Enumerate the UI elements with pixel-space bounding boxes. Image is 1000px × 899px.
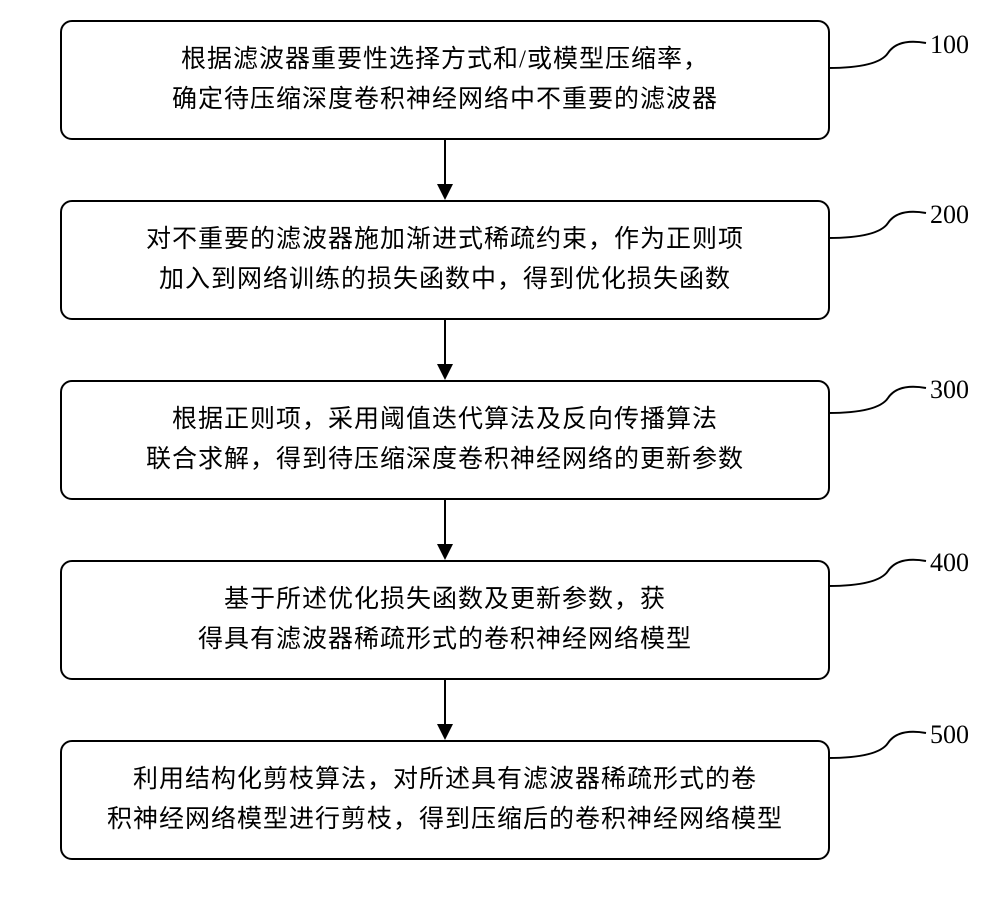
step-line2: 积神经网络模型进行剪枝，得到压缩后的卷积神经网络模型 xyxy=(107,806,783,833)
step-box-500: 利用结构化剪枝算法，对所述具有滤波器稀疏形式的卷 积神经网络模型进行剪枝，得到压… xyxy=(60,740,830,860)
step-label-300: 300 xyxy=(930,375,969,405)
step-line1: 基于所述优化损失函数及更新参数，获 xyxy=(224,586,666,613)
arrow-2 xyxy=(60,320,830,380)
step-line2: 联合求解，得到待压缩深度卷积神经网络的更新参数 xyxy=(146,446,744,473)
step-text: 对不重要的滤波器施加渐进式稀疏约束，作为正则项 加入到网络训练的损失函数中，得到… xyxy=(92,220,798,300)
step-box-400: 基于所述优化损失函数及更新参数，获 得具有滤波器稀疏形式的卷积神经网络模型 xyxy=(60,560,830,680)
arrow-4 xyxy=(60,680,830,740)
connector-300 xyxy=(828,373,928,423)
step-box-200: 对不重要的滤波器施加渐进式稀疏约束，作为正则项 加入到网络训练的损失函数中，得到… xyxy=(60,200,830,320)
step-label-500: 500 xyxy=(930,720,969,750)
step-text: 基于所述优化损失函数及更新参数，获 得具有滤波器稀疏形式的卷积神经网络模型 xyxy=(92,580,798,660)
arrow-line xyxy=(444,140,446,188)
step-line1: 根据滤波器重要性选择方式和/或模型压缩率， xyxy=(181,46,709,73)
step-label-400: 400 xyxy=(930,548,969,578)
arrow-head xyxy=(437,184,453,200)
connector-200 xyxy=(828,198,928,248)
step-label-200: 200 xyxy=(930,200,969,230)
step-line2: 加入到网络训练的损失函数中，得到优化损失函数 xyxy=(159,266,731,293)
step-label-100: 100 xyxy=(930,30,969,60)
step-text: 利用结构化剪枝算法，对所述具有滤波器稀疏形式的卷 积神经网络模型进行剪枝，得到压… xyxy=(92,760,798,840)
step-line1: 利用结构化剪枝算法，对所述具有滤波器稀疏形式的卷 xyxy=(133,766,757,793)
connector-500 xyxy=(828,718,928,768)
step-text: 根据正则项，采用阈值迭代算法及反向传播算法 联合求解，得到待压缩深度卷积神经网络… xyxy=(92,400,798,480)
arrow-head xyxy=(437,544,453,560)
arrow-line xyxy=(444,680,446,728)
connector-100 xyxy=(828,28,928,78)
arrow-1 xyxy=(60,140,830,200)
step-box-100: 根据滤波器重要性选择方式和/或模型压缩率， 确定待压缩深度卷积神经网络中不重要的… xyxy=(60,20,830,140)
step-line2: 得具有滤波器稀疏形式的卷积神经网络模型 xyxy=(198,626,692,653)
connector-400 xyxy=(828,546,928,596)
arrow-head xyxy=(437,724,453,740)
flowchart-container: 根据滤波器重要性选择方式和/或模型压缩率， 确定待压缩深度卷积神经网络中不重要的… xyxy=(60,20,940,860)
step-line1: 对不重要的滤波器施加渐进式稀疏约束，作为正则项 xyxy=(146,226,744,253)
step-line1: 根据正则项，采用阈值迭代算法及反向传播算法 xyxy=(172,406,718,433)
arrow-line xyxy=(444,320,446,368)
arrow-line xyxy=(444,500,446,548)
step-text: 根据滤波器重要性选择方式和/或模型压缩率， 确定待压缩深度卷积神经网络中不重要的… xyxy=(92,40,798,120)
arrow-3 xyxy=(60,500,830,560)
step-line2: 确定待压缩深度卷积神经网络中不重要的滤波器 xyxy=(172,86,718,113)
arrow-head xyxy=(437,364,453,380)
step-box-300: 根据正则项，采用阈值迭代算法及反向传播算法 联合求解，得到待压缩深度卷积神经网络… xyxy=(60,380,830,500)
